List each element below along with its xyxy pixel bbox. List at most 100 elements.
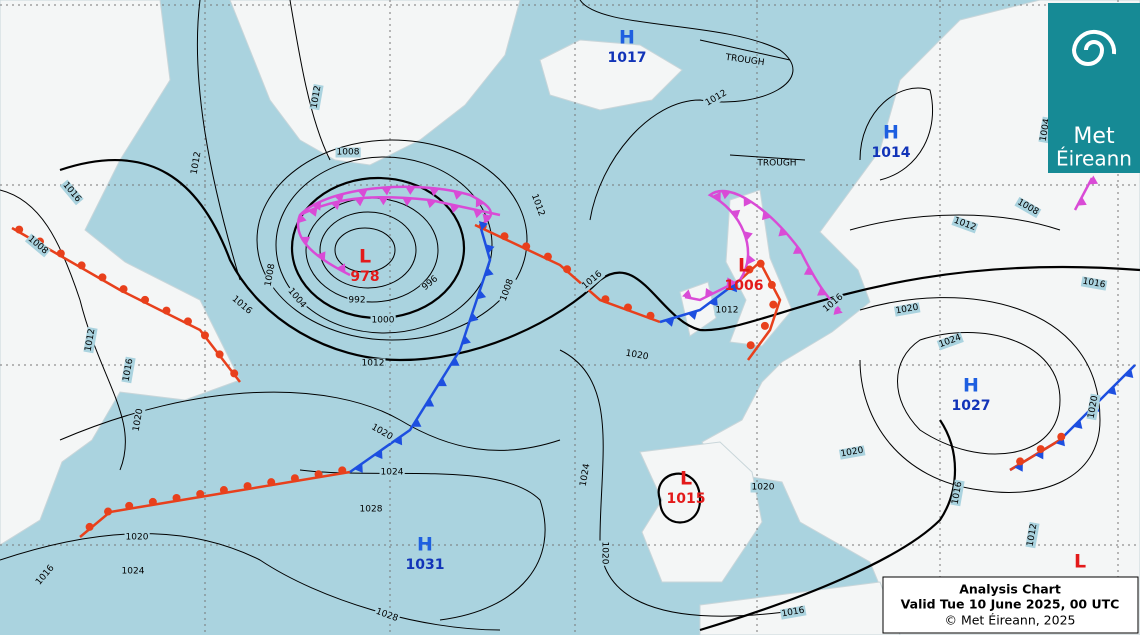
front-symbol [761,210,771,221]
iberia [639,441,763,583]
isobar-label-bg [33,562,58,589]
pressure-value: 1027 [952,398,991,414]
front-symbol [378,197,389,206]
front-symbol [200,331,209,340]
isobar-label-bg [83,326,98,354]
front-symbol [743,197,753,207]
isobar [319,211,417,289]
isobar-label: 1012 [1026,523,1040,547]
front-symbol [664,317,675,327]
pressure-symbol: L [359,246,371,268]
front-symbol [354,463,363,473]
isobar-label-bg [936,332,964,351]
isobar-label: 1012 [716,306,739,316]
trough-label: TROUGH [756,159,796,169]
isobar-label-bg [1025,521,1040,549]
pressure-value: 1015 [667,491,706,507]
isobar [559,349,801,617]
front-symbol [98,273,107,282]
front-symbol [104,507,113,516]
front-symbol [728,282,737,293]
fronts [11,175,1136,538]
caption: Analysis Chart Valid Tue 10 June 2025, 0… [882,576,1139,634]
isobar-label: 1016 [1082,277,1107,291]
front-symbol [316,251,326,261]
front-symbol [373,449,383,460]
isobar-label-bg [309,83,324,111]
isobar-label-bg [578,461,593,489]
front-symbol [473,209,484,219]
front-symbol [215,350,224,359]
isobar-label: 1024 [381,468,404,478]
front-symbol [484,267,494,277]
isobar-label: 1020 [1087,395,1101,420]
isobar-label-bg [370,315,396,326]
front-symbol [767,280,776,289]
pressure-symbol: H [963,375,979,397]
front-symbol [747,254,756,265]
isobar-label: 1012 [84,328,98,352]
front-symbol [1124,368,1134,378]
front-symbol [1088,175,1099,185]
front-symbol [476,289,487,300]
front-symbol [330,200,341,210]
isobar-label-bg [838,445,866,460]
isobar-label: 1020 [625,349,650,363]
logo-text: Met [1073,124,1115,149]
front-symbol [381,187,392,196]
front-symbol [1036,445,1045,454]
front-symbol [125,501,134,510]
front-symbol [453,190,463,200]
isobar [0,533,501,631]
isobar-label-bg [951,215,979,234]
isobar [849,214,1061,231]
pressure-value: 1031 [406,557,445,573]
front-symbol [478,221,488,231]
isobar-label-bg [120,566,146,577]
front-symbol [1073,419,1083,429]
front-symbol [85,522,94,531]
isobar-label: 1012 [190,151,204,175]
front-symbol [705,288,715,298]
isobar-label: 1020 [600,542,610,565]
pressure-value: 1006 [725,278,764,294]
isobar-label: 1008 [264,263,278,288]
isobar-label: 1024 [579,463,593,488]
isobar [289,0,331,161]
isobar-label-bg [779,605,807,620]
isobar [196,0,241,281]
isobar-label: 1024 [122,567,145,577]
front-symbol [803,266,814,276]
front-symbol [817,286,827,296]
front-symbol [405,186,416,195]
isobar-label: 1012 [362,359,385,369]
front-symbol [482,213,492,223]
isobar-label-bg [373,606,401,625]
front-symbol [148,497,157,506]
isobar [579,0,794,221]
isobar [897,332,1061,455]
warm-front [739,259,782,361]
front-symbol [429,187,440,197]
front-symbol [1016,457,1025,466]
front-symbol [708,297,718,307]
isobar-label-bg [528,191,547,219]
isobar-label-bg [347,295,367,306]
front-symbol [756,259,765,268]
logo: Met Éireann [1048,3,1140,173]
front-symbol [449,204,460,214]
front-symbol [290,474,299,483]
isobar-label: 1016 [781,606,806,620]
front-symbol [354,197,365,207]
front-symbol [720,190,731,200]
front-symbol [712,191,721,202]
front-symbol [336,263,346,273]
greenland [229,0,521,166]
front-symbol [196,490,205,499]
pressure-symbol: L [680,468,692,490]
front-symbol [682,289,692,299]
front-symbol [312,201,322,211]
isobar [275,156,493,334]
